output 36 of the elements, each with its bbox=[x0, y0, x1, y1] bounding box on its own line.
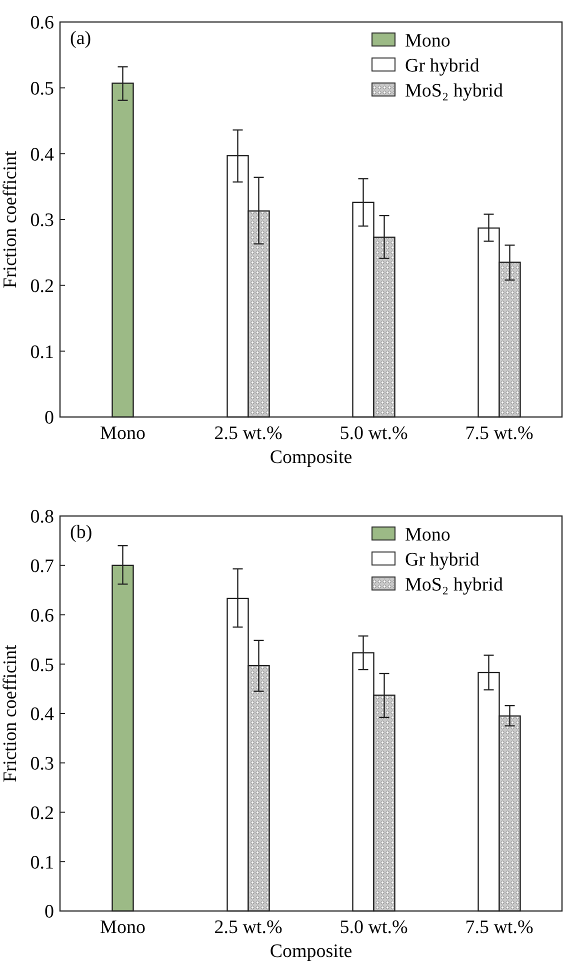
x-tick-label: 5.0 wt.% bbox=[340, 917, 408, 938]
chart-title: (a) bbox=[70, 28, 92, 49]
y-tick-label: 0.7 bbox=[30, 556, 54, 578]
y-tick-label: 0.4 bbox=[30, 704, 54, 726]
legend-label: Mono bbox=[405, 524, 450, 546]
y-tick-label: 0 bbox=[44, 902, 54, 923]
y-tick-label: 0.1 bbox=[30, 852, 54, 874]
x-tick-label: 5.0 wt.% bbox=[340, 423, 408, 444]
y-axis-title: Friction coefficint bbox=[0, 644, 21, 782]
x-tick-label: 2.5 wt.% bbox=[214, 917, 282, 938]
y-tick-label: 0.6 bbox=[30, 605, 54, 626]
legend-label: Gr hybrid bbox=[405, 550, 480, 571]
y-tick-label: 0.5 bbox=[30, 78, 54, 100]
y-tick-label: 0.3 bbox=[30, 210, 54, 232]
x-tick-label: 7.5 wt.% bbox=[465, 423, 534, 444]
legend-label: MoS₂ hybrid bbox=[405, 80, 504, 102]
y-tick-label: 0.3 bbox=[30, 754, 54, 775]
chart-title: (b) bbox=[70, 522, 92, 543]
y-tick-label: 0.1 bbox=[30, 342, 54, 363]
x-axis-title: Composite bbox=[270, 447, 352, 468]
y-tick-label: 0.4 bbox=[30, 144, 54, 166]
x-tick-label: Mono bbox=[100, 423, 146, 444]
y-axis-title: Friction coefficint bbox=[0, 150, 21, 288]
legend-label: MoS₂ hybrid bbox=[405, 574, 504, 596]
x-tick-label: 7.5 wt.% bbox=[465, 917, 534, 938]
legend-label: Mono bbox=[405, 30, 450, 52]
x-tick-label: Mono bbox=[100, 917, 146, 938]
y-tick-label: 0.6 bbox=[30, 12, 54, 34]
y-tick-label: 0.2 bbox=[30, 276, 54, 297]
y-tick-label: 0 bbox=[44, 408, 54, 429]
y-tick-label: 0.8 bbox=[30, 506, 54, 528]
legend-label: Gr hybrid bbox=[405, 56, 480, 77]
x-tick-label: 2.5 wt.% bbox=[214, 423, 282, 444]
x-axis-title: Composite bbox=[270, 941, 352, 962]
y-tick-label: 0.5 bbox=[30, 654, 54, 676]
y-tick-label: 0.2 bbox=[30, 802, 54, 824]
